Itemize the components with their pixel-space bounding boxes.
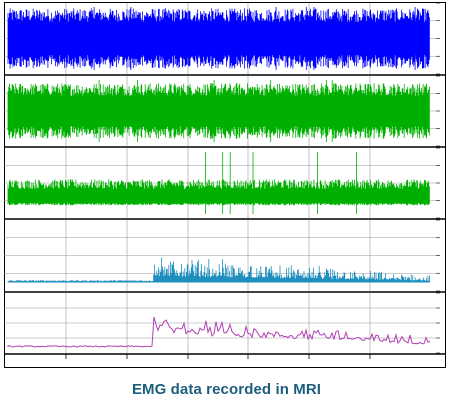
emg-trace-4 [7,257,430,283]
emg-panel-3 [4,147,446,220]
emg-panel-4 [4,219,446,293]
emg-panel-1 [4,2,446,76]
emg-panel-5 [4,292,446,355]
emg-trace-1 [7,7,430,70]
emg-trace-5 [7,316,431,348]
emg-trace-3 [7,152,430,214]
emg-trace-2 [7,80,430,142]
emg-panel-2 [4,75,446,148]
figure-caption: EMG data recorded in MRI [131,381,322,398]
emg-traces-figure [4,2,446,359]
